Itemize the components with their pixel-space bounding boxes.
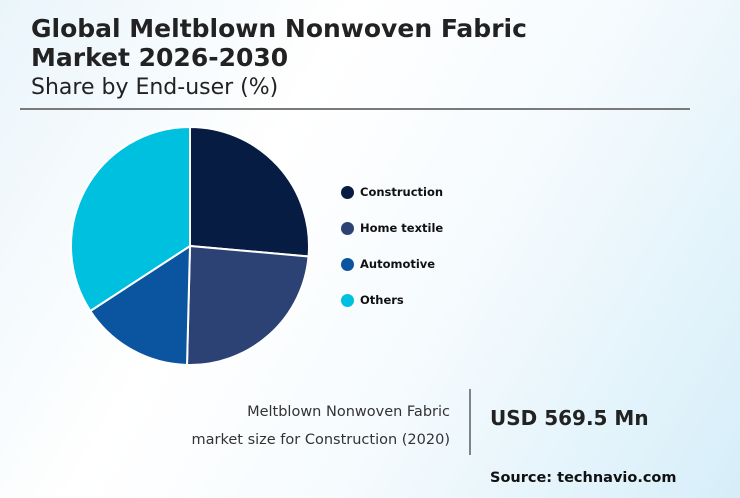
chart-subtitle: Share by End-user (%) — [31, 75, 279, 100]
market-size-value: USD 569.5 Mn — [490, 406, 649, 430]
title-line-1: Global Meltblown Nonwoven Fabric — [31, 14, 527, 43]
legend-item-home-textile: Home textile — [341, 210, 443, 246]
market-size-label-line-1: Meltblown Nonwoven Fabric — [247, 404, 450, 420]
legend-label: Others — [360, 293, 404, 307]
legend-item-automotive: Automotive — [341, 246, 443, 282]
stat-divider — [469, 389, 471, 455]
pie-slice-construction — [189, 125, 310, 258]
legend-label: Automotive — [360, 257, 436, 271]
legend: Construction Home textile Automotive Oth… — [341, 174, 443, 318]
pie-chart — [70, 125, 310, 366]
source-credit: Source: technavio.com — [490, 470, 677, 486]
legend-label: Home textile — [360, 221, 444, 235]
legend-item-others: Others — [341, 282, 443, 318]
legend-dot-icon — [341, 221, 354, 235]
market-size-label: Meltblown Nonwoven Fabric market size fo… — [192, 398, 451, 454]
market-size-label-line-2: market size for Construction (2020) — [191, 432, 451, 448]
pie-slice-home-textile — [185, 244, 310, 366]
legend-label: Construction — [360, 185, 444, 199]
chart-title: Global Meltblown Nonwoven Fabric Market … — [31, 14, 527, 72]
legend-item-construction: Construction — [341, 174, 443, 210]
legend-dot-icon — [341, 257, 354, 271]
pie-slice-automotive — [88, 244, 192, 366]
legend-dot-icon — [341, 293, 354, 307]
legend-dot-icon — [341, 185, 354, 199]
title-line-2: Market 2026-2030 — [31, 43, 289, 72]
pie-slice-others — [70, 125, 191, 313]
header-divider — [20, 108, 690, 110]
